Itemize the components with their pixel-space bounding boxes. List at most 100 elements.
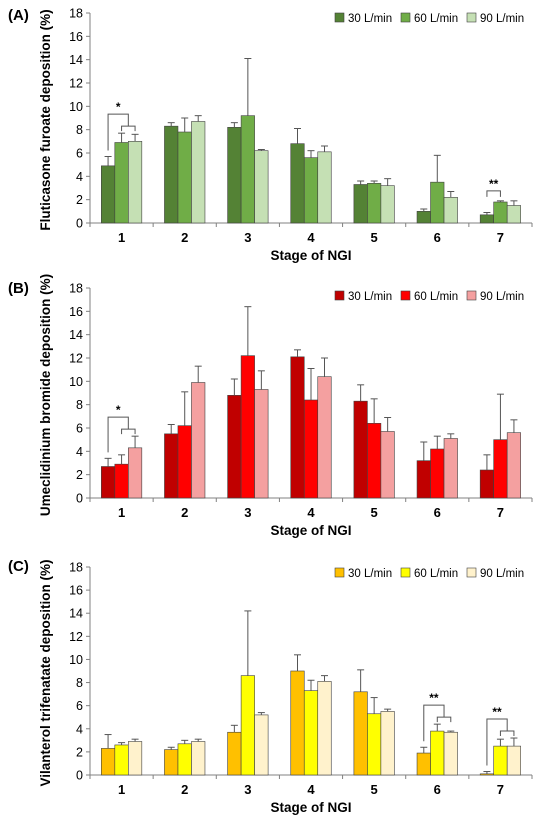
x-tick-label: 7: [497, 505, 504, 520]
bar: [191, 121, 206, 224]
x-tick-label: 5: [371, 782, 378, 797]
legend-label: 60 L/min: [414, 13, 458, 25]
bar: [479, 773, 494, 776]
bar: [227, 127, 242, 224]
panel-label: (B): [8, 280, 29, 297]
x-tick-label: 1: [118, 782, 125, 797]
y-tick-label: 4: [76, 722, 83, 736]
bar: [254, 150, 269, 224]
bar: [177, 131, 192, 224]
bar: [380, 431, 395, 499]
bar: [191, 741, 206, 776]
bar: [317, 151, 332, 224]
x-tick-label: 7: [497, 230, 504, 245]
bar: [317, 376, 332, 499]
y-tick-label: 0: [76, 217, 83, 231]
bar: [114, 142, 129, 224]
bar: [254, 389, 269, 499]
bar: [240, 675, 255, 776]
x-axis-title: Stage of NGI: [270, 248, 351, 263]
bar: [290, 356, 305, 499]
legend-label: 90 L/min: [480, 13, 524, 25]
y-tick-label: 2: [76, 193, 83, 207]
bar: [430, 181, 445, 224]
bar: [430, 448, 445, 499]
significance-stars: **: [429, 691, 439, 705]
y-tick-label: 16: [69, 305, 83, 319]
bracket-outer: [486, 718, 508, 766]
y-tick-label: 2: [76, 468, 83, 482]
x-tick-label: 5: [371, 505, 378, 520]
bracket-inner: [436, 716, 452, 723]
bar: [177, 743, 192, 776]
y-axis-title: Umeclidinium bromide deposition (%): [38, 274, 53, 516]
x-tick-label: 6: [434, 782, 441, 797]
bar: [164, 433, 179, 499]
bar: [240, 355, 255, 499]
bracket-outer: [107, 416, 129, 453]
y-tick-label: 4: [76, 170, 83, 184]
legend-label: 90 L/min: [480, 568, 524, 580]
bar: [506, 432, 521, 499]
significance-stars: *: [116, 403, 121, 417]
y-tick-label: 18: [69, 7, 83, 21]
y-tick-label: 2: [76, 745, 83, 759]
bar: [479, 214, 494, 224]
y-tick-label: 8: [76, 398, 83, 412]
bar: [191, 382, 206, 499]
bar: [227, 731, 242, 776]
y-tick-label: 12: [69, 77, 83, 91]
y-tick-label: 12: [69, 630, 83, 644]
bar: [416, 211, 431, 224]
x-tick-label: 1: [118, 505, 125, 520]
bar: [128, 741, 143, 776]
y-tick-label: 14: [69, 328, 83, 342]
bar: [506, 205, 521, 224]
legend-label: 60 L/min: [414, 568, 458, 580]
bar: [367, 183, 382, 224]
bar: [443, 438, 458, 499]
x-tick-label: 2: [181, 505, 188, 520]
significance-stars: **: [489, 177, 499, 191]
bracket-inner: [121, 125, 136, 132]
bar: [101, 165, 116, 224]
x-axis-title: Stage of NGI: [270, 800, 351, 815]
significance-bracket: **: [486, 705, 515, 766]
bar: [493, 745, 508, 776]
significance-bracket: **: [423, 691, 452, 742]
bar: [227, 395, 242, 499]
bracket: [486, 190, 501, 197]
x-tick-label: 4: [307, 505, 315, 520]
bar: [240, 115, 255, 224]
bracket-inner: [499, 730, 515, 737]
legend-swatch: [334, 290, 345, 301]
y-tick-label: 16: [69, 30, 83, 44]
bar: [128, 447, 143, 499]
y-tick-label: 0: [76, 492, 83, 506]
bar: [101, 748, 116, 776]
bar: [303, 690, 319, 776]
x-tick-label: 2: [181, 782, 188, 797]
y-tick-label: 8: [76, 123, 83, 137]
y-tick-label: 14: [69, 53, 83, 67]
legend-swatch: [466, 12, 477, 23]
x-tick-label: 2: [181, 230, 188, 245]
legend-label: 90 L/min: [480, 291, 524, 303]
bar: [317, 681, 332, 776]
y-tick-label: 6: [76, 699, 83, 713]
bar: [164, 749, 179, 776]
y-tick-label: 6: [76, 147, 83, 161]
bracket-outer: [107, 113, 129, 151]
y-tick-label: 18: [69, 282, 83, 296]
legend-label: 30 L/min: [348, 568, 392, 580]
x-tick-label: 1: [118, 230, 125, 245]
bar: [493, 439, 508, 499]
significance-bracket: *: [107, 403, 136, 453]
y-tick-label: 10: [69, 653, 83, 667]
x-tick-label: 4: [307, 782, 315, 797]
panel-label: (C): [8, 558, 29, 575]
significance-stars: *: [116, 100, 121, 114]
